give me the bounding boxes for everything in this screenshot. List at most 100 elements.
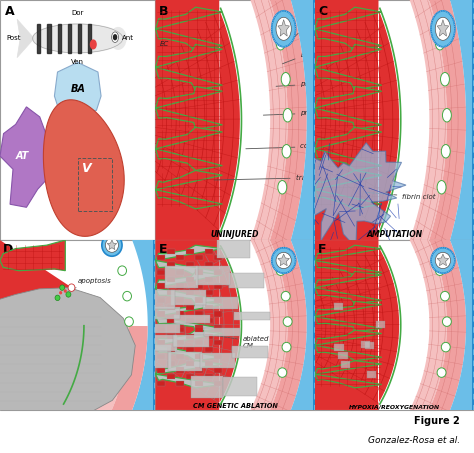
Polygon shape	[260, 0, 307, 283]
FancyBboxPatch shape	[315, 240, 474, 410]
Polygon shape	[315, 127, 382, 170]
Bar	[176, 255, 184, 260]
Circle shape	[60, 285, 64, 290]
Bar	[205, 361, 213, 366]
Polygon shape	[155, 301, 222, 332]
Circle shape	[278, 181, 287, 194]
Text: Figure 2: Figure 2	[414, 416, 460, 426]
Bar	[214, 325, 222, 330]
Bar	[144, 308, 180, 319]
Bar	[157, 284, 165, 289]
Polygon shape	[155, 271, 222, 304]
Bar	[191, 376, 223, 398]
Polygon shape	[419, 0, 466, 283]
Bar	[167, 333, 174, 339]
Text: Gonzalez-Rosa et al.: Gonzalez-Rosa et al.	[368, 436, 460, 445]
Polygon shape	[155, 245, 222, 276]
Circle shape	[272, 248, 296, 273]
Bar	[186, 249, 194, 254]
Polygon shape	[0, 240, 65, 271]
Bar	[195, 269, 203, 274]
Bar	[334, 304, 344, 310]
Bar	[176, 284, 184, 289]
Polygon shape	[404, 220, 447, 430]
Bar	[157, 327, 165, 332]
Bar	[167, 361, 174, 366]
Circle shape	[123, 291, 131, 301]
Bar	[176, 298, 184, 303]
Bar	[186, 305, 194, 310]
Circle shape	[276, 17, 292, 40]
Bar	[186, 262, 194, 267]
Polygon shape	[88, 24, 91, 53]
Text: cortical M: cortical M	[246, 144, 335, 149]
Bar	[223, 377, 257, 396]
Text: Ven: Ven	[71, 59, 84, 65]
Bar	[214, 340, 222, 345]
Circle shape	[113, 35, 117, 39]
Bar	[205, 305, 213, 310]
Bar	[174, 315, 210, 323]
Bar	[361, 341, 371, 348]
Polygon shape	[315, 7, 382, 50]
Bar	[167, 249, 174, 254]
Bar	[171, 290, 207, 305]
Circle shape	[436, 37, 444, 50]
Bar	[157, 297, 165, 302]
Bar	[176, 297, 184, 302]
Circle shape	[281, 291, 290, 301]
Text: HYPOXIA/REOXYGENATION: HYPOXIA/REOXYGENATION	[349, 404, 440, 409]
Bar	[157, 269, 165, 274]
Bar	[167, 318, 174, 323]
Bar	[196, 266, 230, 284]
Polygon shape	[307, 143, 406, 247]
Text: E: E	[159, 244, 167, 256]
Bar	[157, 325, 165, 330]
Polygon shape	[68, 24, 71, 53]
Text: B: B	[159, 5, 168, 18]
Polygon shape	[155, 330, 222, 361]
Bar	[195, 327, 203, 332]
Bar	[195, 367, 203, 372]
Circle shape	[278, 368, 287, 377]
Circle shape	[276, 252, 292, 269]
Bar	[157, 270, 165, 275]
Circle shape	[282, 342, 291, 352]
Text: CV: CV	[289, 19, 310, 30]
Bar	[218, 236, 250, 258]
Circle shape	[441, 145, 450, 158]
Circle shape	[68, 284, 75, 291]
Bar	[186, 361, 194, 366]
Polygon shape	[278, 254, 290, 266]
Text: ablated
CM: ablated CM	[206, 334, 270, 348]
Bar	[200, 353, 235, 368]
FancyBboxPatch shape	[155, 240, 315, 410]
Bar	[167, 374, 174, 379]
FancyBboxPatch shape	[155, 0, 315, 240]
Bar	[167, 262, 174, 267]
Bar	[205, 374, 213, 379]
Bar	[186, 374, 194, 379]
Circle shape	[435, 252, 451, 269]
Circle shape	[431, 248, 455, 273]
Polygon shape	[436, 196, 474, 453]
Polygon shape	[315, 245, 382, 276]
Bar	[214, 284, 222, 289]
Polygon shape	[315, 170, 382, 209]
Bar	[205, 262, 213, 267]
Text: V: V	[81, 162, 91, 174]
Bar	[214, 297, 222, 302]
Circle shape	[66, 292, 71, 297]
Polygon shape	[0, 240, 82, 403]
Polygon shape	[0, 288, 135, 423]
Text: Post: Post	[7, 35, 21, 41]
Bar	[186, 333, 194, 339]
Polygon shape	[315, 240, 399, 410]
Bar	[232, 346, 268, 358]
Bar	[214, 367, 222, 372]
Polygon shape	[155, 240, 240, 410]
Polygon shape	[44, 100, 124, 236]
Bar	[157, 298, 165, 303]
Circle shape	[125, 317, 133, 327]
Bar	[186, 277, 194, 282]
